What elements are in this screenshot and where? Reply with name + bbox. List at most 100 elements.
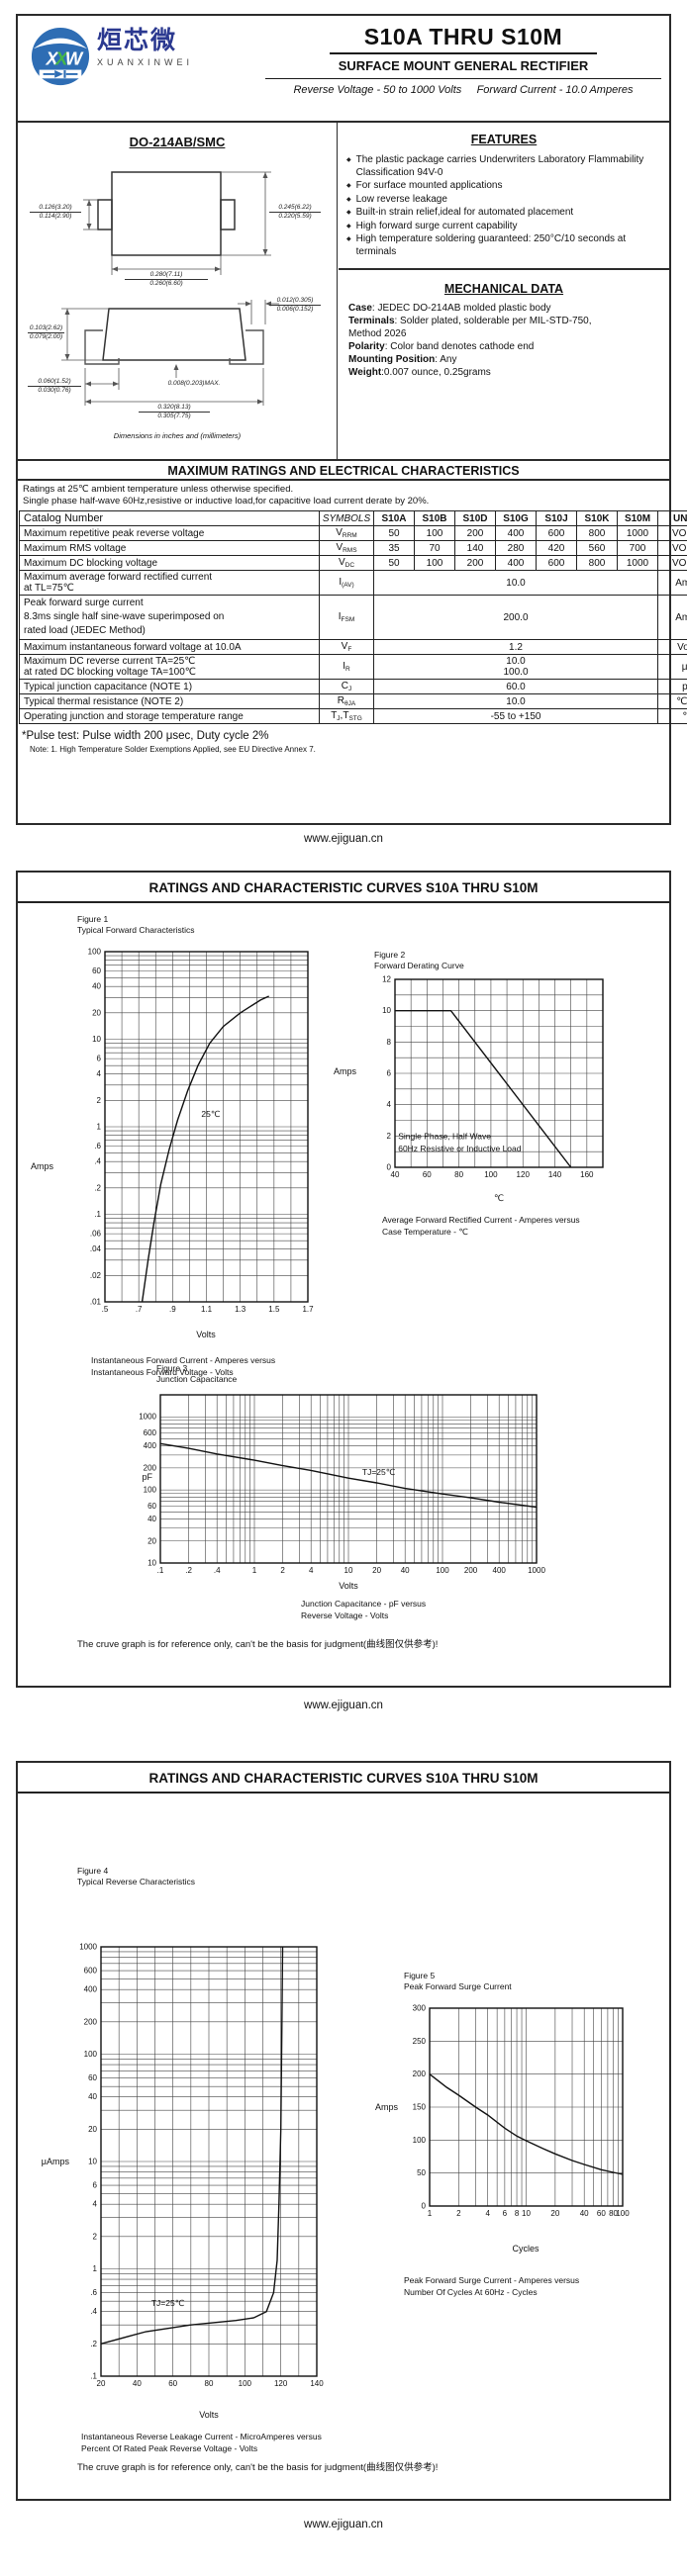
section-overview: X X W 烜芯微 XUANXINWEI S10A THRU S10M SURF… xyxy=(16,14,687,825)
company-logo: X X W 烜芯微 XUANXINWEI xyxy=(30,26,193,87)
svg-text:600: 600 xyxy=(144,1428,157,1437)
feature-text: Low reverse leakage xyxy=(355,193,447,205)
mech-text: : Solder plated, solderable per MIL-STD-… xyxy=(394,316,592,326)
table-row: Peak forward surge current 8.3ms single h… xyxy=(19,595,687,640)
mech-line: Method 2026 xyxy=(348,327,663,340)
dim-value: 0.320(8.13) xyxy=(157,404,191,411)
param-cell: Maximum RMS voltage xyxy=(19,540,320,556)
svg-text:60: 60 xyxy=(168,2379,177,2388)
svg-text:100: 100 xyxy=(84,2050,98,2059)
svg-text:40: 40 xyxy=(88,2092,97,2101)
svg-text:6: 6 xyxy=(503,2209,508,2218)
param-cell: Maximum average forward rectified curren… xyxy=(19,570,320,596)
table-row: Maximum DC reverse current TA=25℃ at rate… xyxy=(19,654,687,680)
bullet-icon: ◆ xyxy=(346,236,351,242)
website-footer: www.ejiguan.cn xyxy=(304,1700,383,1711)
svg-text:80: 80 xyxy=(454,1170,463,1179)
value-cell: 1000 xyxy=(617,555,658,571)
svg-text:120: 120 xyxy=(517,1170,531,1179)
caption-line: Peak Forward Surge Current - Amperes ver… xyxy=(404,2275,580,2285)
figure-number: Figure 5 xyxy=(404,1971,436,1980)
fig4-chart: 20 40 60 80 100 120 140 1000 600 400 200 100 60 40 20 1… xyxy=(79,1943,324,2389)
svg-text:60: 60 xyxy=(92,966,101,975)
units-cell: Amps xyxy=(657,595,687,640)
dim-value: 0.305(7.75) xyxy=(139,411,210,420)
logo-en-text: XUANXINWEI xyxy=(97,57,194,67)
units-cell: VOLTS xyxy=(657,525,687,541)
svg-text:2: 2 xyxy=(97,1096,102,1105)
symbol-cell: TJ,TSTG xyxy=(319,708,374,724)
features-title: FEATURES xyxy=(470,133,538,146)
units-cell: ℃ xyxy=(657,708,687,724)
value-cell: 700 xyxy=(617,540,658,556)
svg-text:4: 4 xyxy=(387,1100,392,1109)
dim-overall-length: 0.320(8.13) 0.305(7.75) xyxy=(139,404,210,419)
condition-line: Ratings at 25℃ ambient temperature unles… xyxy=(23,484,294,495)
fig5-y-unit: Amps xyxy=(374,2102,398,2112)
fig1-caption: Instantaneous Forward Current - Amperes … xyxy=(91,1355,275,1378)
table-row: Maximum average forward rectified curren… xyxy=(19,570,687,596)
units-cell: pF xyxy=(657,679,687,694)
svg-text:1: 1 xyxy=(252,1566,257,1575)
dim-value: 0.220(5.59) xyxy=(269,211,321,221)
dim-value: 0.245(6.22) xyxy=(278,204,312,211)
param-cell: Operating junction and storage temperatu… xyxy=(19,708,320,724)
svg-text:8: 8 xyxy=(515,2209,520,2218)
svg-text:4: 4 xyxy=(309,1566,314,1575)
value-cell: 800 xyxy=(576,555,618,571)
svg-text:1.5: 1.5 xyxy=(268,1305,280,1314)
svg-text:600: 600 xyxy=(84,1967,98,1976)
svg-text:10: 10 xyxy=(147,1559,156,1568)
curves-title: RATINGS AND CHARACTERISTIC CURVES S10A T… xyxy=(18,1763,669,1794)
value-cell: 60.0 xyxy=(373,679,658,694)
units-cell: Amps xyxy=(657,570,687,596)
feature-item: ◆ High forward surge current capability xyxy=(346,221,665,233)
svg-text:1: 1 xyxy=(428,2209,433,2218)
units-cell: VOLTS xyxy=(657,540,687,556)
svg-text:.06: .06 xyxy=(90,1230,102,1239)
symbol-cell: VF xyxy=(319,639,374,655)
bullet-icon: ◆ xyxy=(346,196,351,203)
caption-line: Instantaneous Reverse Leakage Current - … xyxy=(81,2432,322,2441)
fig2-caption: Average Forward Rectified Current - Ampe… xyxy=(382,1215,580,1238)
mech-label: Mounting Position xyxy=(348,354,436,365)
symbol-cell: RθJA xyxy=(319,693,374,709)
caption-line: Average Forward Rectified Current - Ampe… xyxy=(382,1215,580,1225)
fig5-label: Figure 5 Peak Forward Surge Current xyxy=(404,1971,512,1992)
dim-lead-thickness: 0.012(0.305) 0.006(0.152) xyxy=(269,297,321,313)
mech-text: : JEDEC DO-214AB molded plastic body xyxy=(371,303,551,314)
ratings-title: MAXIMUM RATINGS AND ELECTRICAL CHARACTER… xyxy=(18,459,669,481)
value-cell: 100 xyxy=(414,525,455,541)
figure-number: Figure 1 xyxy=(77,914,109,924)
svg-text:4: 4 xyxy=(93,2200,98,2209)
mech-label: Weight xyxy=(348,367,382,378)
symbol-cell: VRMS xyxy=(319,540,374,556)
svg-text:100: 100 xyxy=(436,1566,449,1575)
svg-text:80: 80 xyxy=(609,2209,618,2218)
figure-title: Typical Forward Characteristics xyxy=(77,925,195,935)
value-cell: 10.0 xyxy=(373,693,658,709)
svg-text:4: 4 xyxy=(97,1069,102,1078)
svg-text:60Hz Resistive or Inductive Lo: 60Hz Resistive or Inductive Load xyxy=(398,1144,522,1153)
value-cell: 50 xyxy=(373,555,415,571)
svg-text:10: 10 xyxy=(344,1566,353,1575)
logo-mark-icon: X X W xyxy=(31,27,90,86)
value-cell: 400 xyxy=(495,525,537,541)
svg-text:40: 40 xyxy=(133,2379,142,2388)
dim-tab-width: 0.126(3.20) 0.114(2.90) xyxy=(30,204,81,220)
column-divider xyxy=(337,121,338,459)
svg-text:X: X xyxy=(54,48,69,69)
table-row: Maximum DC blocking voltage VDC 50 100 2… xyxy=(19,555,687,571)
mech-line: Polarity: Color band denotes cathode end xyxy=(348,340,663,353)
symbol-cell: CJ xyxy=(319,679,374,694)
fig3-x-unit: Volts xyxy=(339,1581,358,1591)
param-cell: Typical junction capacitance (NOTE 1) xyxy=(19,679,320,694)
title-block: S10A THRU S10M SURFACE MOUNT GENERAL REC… xyxy=(265,24,661,96)
symbol-cell: VRRM xyxy=(319,525,374,541)
svg-text:40: 40 xyxy=(147,1515,156,1523)
feature-text: The plastic package carries Underwriters… xyxy=(355,154,644,178)
svg-text:8: 8 xyxy=(387,1038,392,1047)
col-header-catalog: Catalog Number xyxy=(19,510,320,526)
value-cell: 800 xyxy=(576,525,618,541)
svg-text:.2: .2 xyxy=(185,1566,192,1575)
